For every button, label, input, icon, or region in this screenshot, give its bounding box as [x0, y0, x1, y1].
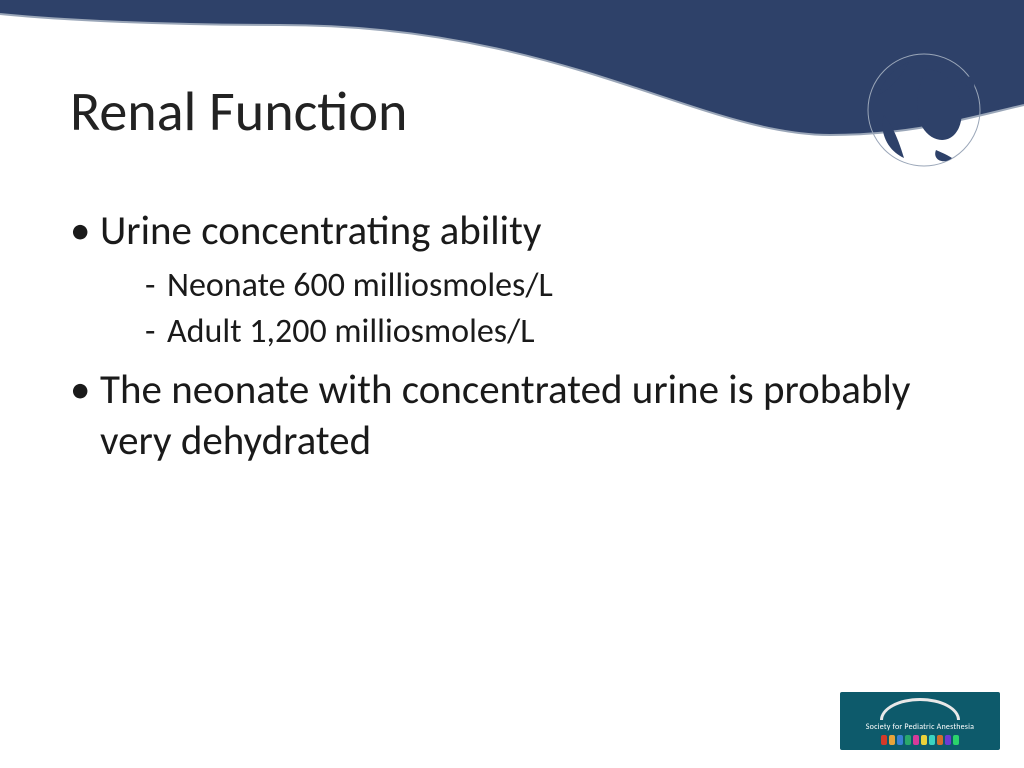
sub-item: Neonate 600 milliosmoles/L — [145, 263, 954, 309]
bullet-list: Urine concentrating ability Neonate 600 … — [70, 206, 954, 468]
footer-logo-label: Society for Pediatric Anesthesia — [866, 722, 974, 732]
bullet-item: Urine concentrating ability Neonate 600 … — [70, 206, 954, 355]
slide-title: Renal Function — [70, 78, 954, 146]
sub-list: Neonate 600 milliosmoles/L Adult 1,200 m… — [100, 263, 954, 355]
logo-arch-icon — [880, 698, 960, 720]
slide-content: Renal Function Urine concentrating abili… — [70, 78, 954, 478]
bullet-text: The neonate with concentrated urine is p… — [100, 365, 910, 466]
bullet-text: Urine concentrating ability — [100, 206, 541, 256]
logo-figures-icon — [881, 735, 959, 745]
sub-item: Adult 1,200 milliosmoles/L — [145, 309, 954, 355]
bullet-item: The neonate with concentrated urine is p… — [70, 365, 954, 468]
footer-logo: Society for Pediatric Anesthesia — [840, 692, 1000, 750]
